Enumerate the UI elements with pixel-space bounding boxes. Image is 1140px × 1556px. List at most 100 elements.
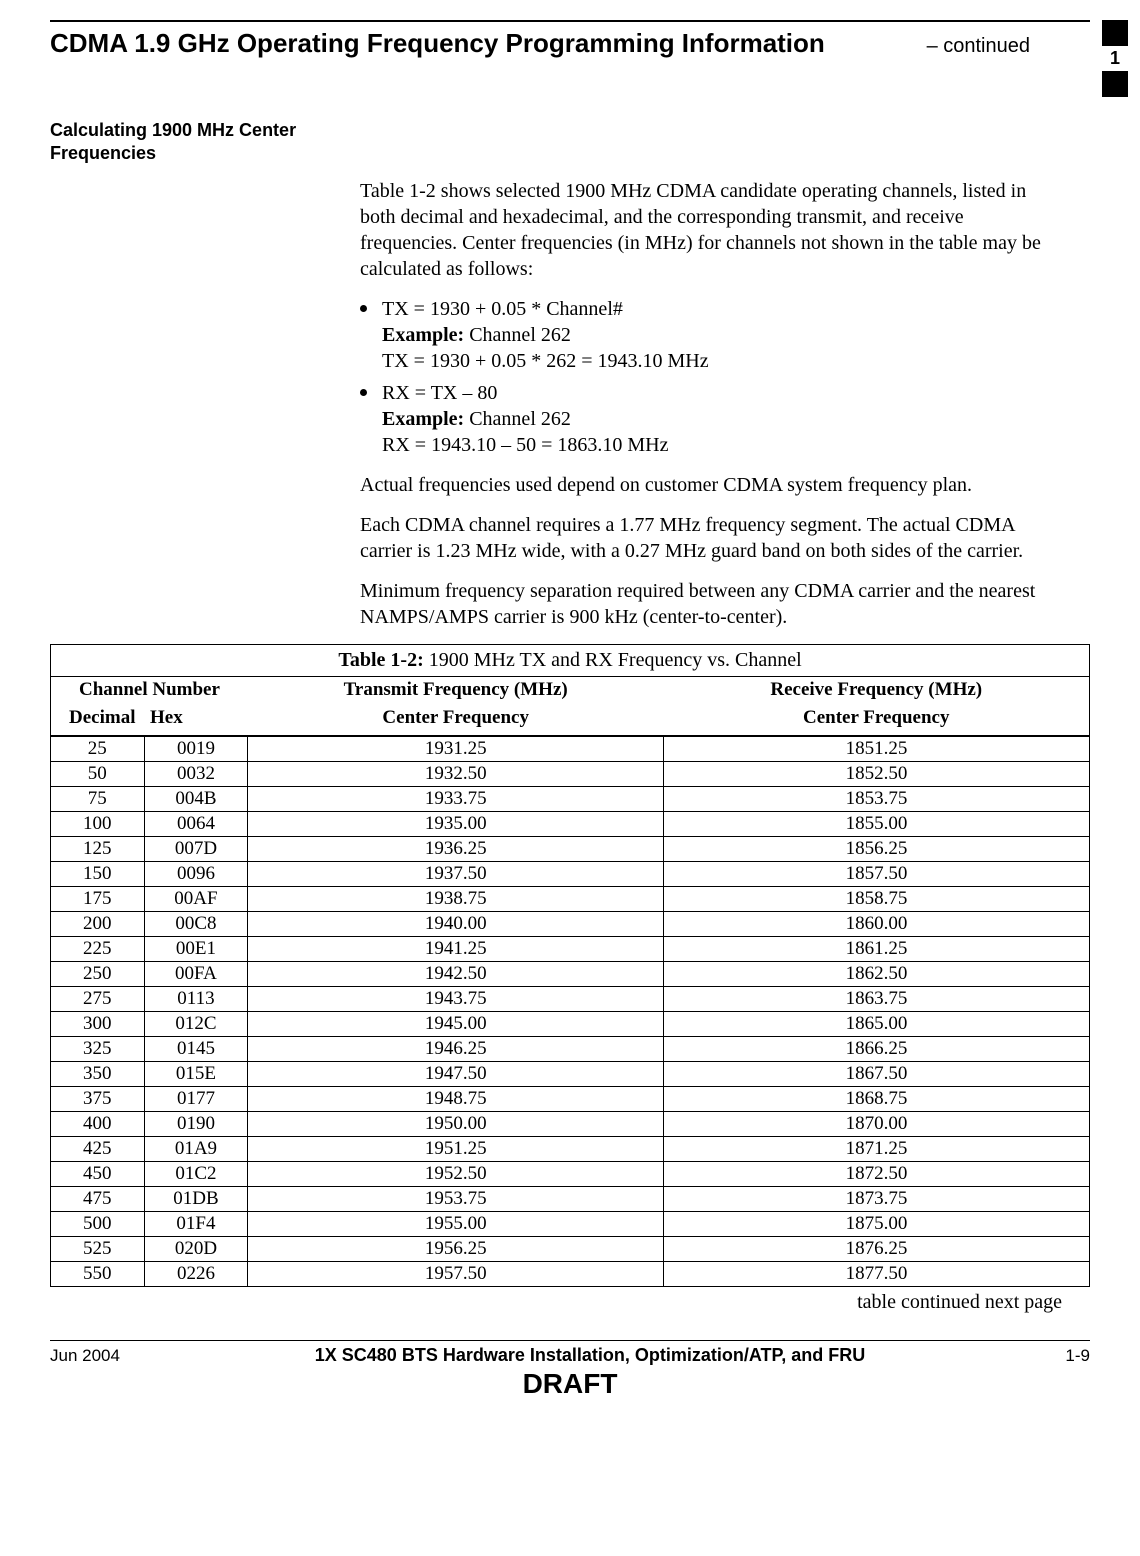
draft-watermark: DRAFT: [50, 1368, 1090, 1400]
table-row: 125007D1936.251856.25: [51, 837, 1090, 862]
cell-rx: 1857.50: [663, 862, 1089, 887]
table-row: 17500AF1938.751858.75: [51, 887, 1090, 912]
cell-hex: 00FA: [144, 962, 248, 987]
cell-dec: 75: [51, 787, 145, 812]
bullet-tx: TX = 1930 + 0.05 * Channel# Example: Cha…: [360, 296, 1050, 374]
cell-dec: 475: [51, 1187, 145, 1212]
cell-rx: 1858.75: [663, 887, 1089, 912]
example-label: Example:: [382, 324, 464, 346]
table-row: 20000C81940.001860.00: [51, 912, 1090, 937]
example-label: Example:: [382, 408, 464, 430]
subtitle-line-2: Frequencies: [50, 143, 156, 163]
caption-text: 1900 MHz TX and RX Frequency vs. Channel: [424, 649, 802, 671]
cell-dec: 400: [51, 1112, 145, 1137]
table-row: 27501131943.751863.75: [51, 987, 1090, 1012]
continued-label: – continued: [927, 35, 1030, 58]
cell-tx: 1953.75: [248, 1187, 664, 1212]
intro-paragraph: Table 1-2 shows selected 1900 MHz CDMA c…: [360, 178, 1050, 282]
cell-rx: 1876.25: [663, 1237, 1089, 1262]
cell-dec: 375: [51, 1087, 145, 1112]
cell-dec: 325: [51, 1037, 145, 1062]
table-continued-note: table continued next page: [50, 1287, 1090, 1314]
tx-formula: TX = 1930 + 0.05 * Channel#: [382, 298, 623, 320]
cell-tx: 1946.25: [248, 1037, 664, 1062]
cell-hex: 01A9: [144, 1137, 248, 1162]
cell-tx: 1932.50: [248, 762, 664, 787]
table-row: 47501DB1953.751873.75: [51, 1187, 1090, 1212]
cell-rx: 1866.25: [663, 1037, 1089, 1062]
col-header-rx-1: Receive Frequency (MHz): [663, 677, 1089, 708]
cell-tx: 1951.25: [248, 1137, 664, 1162]
cell-hex: 01F4: [144, 1212, 248, 1237]
cell-rx: 1861.25: [663, 937, 1089, 962]
formula-list: TX = 1930 + 0.05 * Channel# Example: Cha…: [360, 296, 1050, 458]
cell-tx: 1940.00: [248, 912, 664, 937]
table-row: 10000641935.001855.00: [51, 812, 1090, 837]
cell-tx: 1931.25: [248, 736, 664, 762]
subtitle-line-1: Calculating 1900 MHz Center: [50, 120, 296, 140]
cell-dec: 550: [51, 1262, 145, 1287]
cell-dec: 125: [51, 837, 145, 862]
cell-tx: 1957.50: [248, 1262, 664, 1287]
tab-marker-top: [1102, 20, 1128, 46]
table-row: 42501A91951.251871.25: [51, 1137, 1090, 1162]
cell-hex: 0019: [144, 736, 248, 762]
cell-tx: 1935.00: [248, 812, 664, 837]
cell-rx: 1852.50: [663, 762, 1089, 787]
cell-dec: 50: [51, 762, 145, 787]
example-channel: Channel 262: [464, 408, 571, 430]
footer-doc-title: 1X SC480 BTS Hardware Installation, Opti…: [170, 1345, 1010, 1366]
segment-paragraph: Each CDMA channel requires a 1.77 MHz fr…: [360, 512, 1050, 564]
cell-rx: 1871.25: [663, 1137, 1089, 1162]
table-row: 37501771948.751868.75: [51, 1087, 1090, 1112]
cell-tx: 1942.50: [248, 962, 664, 987]
cell-hex: 020D: [144, 1237, 248, 1262]
cell-rx: 1877.50: [663, 1262, 1089, 1287]
cell-dec: 175: [51, 887, 145, 912]
cell-hex: 00C8: [144, 912, 248, 937]
page-title: CDMA 1.9 GHz Operating Frequency Program…: [50, 28, 825, 59]
cell-dec: 200: [51, 912, 145, 937]
cell-rx: 1856.25: [663, 837, 1089, 862]
cell-rx: 1862.50: [663, 962, 1089, 987]
bullet-rx: RX = TX – 80 Example: Channel 262 RX = 1…: [360, 380, 1050, 458]
col-header-tx-1: Transmit Frequency (MHz): [248, 677, 664, 708]
table-row: 2500191931.251851.25: [51, 736, 1090, 762]
cell-tx: 1933.75: [248, 787, 664, 812]
rx-result: RX = 1943.10 – 50 = 1863.10 MHz: [382, 434, 668, 456]
cell-hex: 007D: [144, 837, 248, 862]
body-text-column: Table 1-2 shows selected 1900 MHz CDMA c…: [360, 178, 1050, 630]
cell-hex: 0190: [144, 1112, 248, 1137]
cell-rx: 1875.00: [663, 1212, 1089, 1237]
cell-rx: 1872.50: [663, 1162, 1089, 1187]
table-row: 5000321932.501852.50: [51, 762, 1090, 787]
cell-rx: 1867.50: [663, 1062, 1089, 1087]
cell-hex: 0096: [144, 862, 248, 887]
cell-hex: 01DB: [144, 1187, 248, 1212]
cell-dec: 250: [51, 962, 145, 987]
cell-hex: 0032: [144, 762, 248, 787]
table-body: 2500191931.251851.255000321932.501852.50…: [51, 736, 1090, 1287]
cell-rx: 1873.75: [663, 1187, 1089, 1212]
col-header-decimal: Decimal: [51, 707, 145, 736]
cell-dec: 350: [51, 1062, 145, 1087]
cell-rx: 1863.75: [663, 987, 1089, 1012]
cell-tx: 1952.50: [248, 1162, 664, 1187]
table-caption: Table 1-2: 1900 MHz TX and RX Frequency …: [50, 644, 1090, 676]
table-row: 55002261957.501877.50: [51, 1262, 1090, 1287]
cell-tx: 1947.50: [248, 1062, 664, 1087]
col-header-channel: Channel Number: [51, 677, 248, 708]
cell-tx: 1937.50: [248, 862, 664, 887]
cell-dec: 500: [51, 1212, 145, 1237]
table-row: 32501451946.251866.25: [51, 1037, 1090, 1062]
cell-hex: 015E: [144, 1062, 248, 1087]
table-row: 350015E1947.501867.50: [51, 1062, 1090, 1087]
cell-dec: 150: [51, 862, 145, 887]
cell-rx: 1865.00: [663, 1012, 1089, 1037]
tx-result: TX = 1930 + 0.05 * 262 = 1943.10 MHz: [382, 350, 709, 372]
cell-rx: 1853.75: [663, 787, 1089, 812]
tab-number: 1: [1110, 46, 1120, 71]
footer-page-number: 1-9: [1010, 1346, 1090, 1366]
cell-tx: 1936.25: [248, 837, 664, 862]
cell-tx: 1955.00: [248, 1212, 664, 1237]
